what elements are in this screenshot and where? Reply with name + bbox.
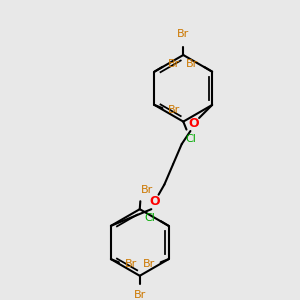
Text: Cl: Cl (144, 213, 155, 223)
Text: Br: Br (124, 259, 137, 269)
Text: Br: Br (141, 185, 153, 195)
Text: O: O (149, 196, 160, 208)
Text: Br: Br (186, 59, 199, 69)
Text: Br: Br (168, 59, 180, 69)
Text: Br: Br (168, 105, 180, 115)
Text: Br: Br (134, 290, 146, 300)
Text: Br: Br (177, 29, 189, 39)
Text: Br: Br (143, 259, 155, 269)
Text: Cl: Cl (186, 134, 197, 144)
Text: O: O (188, 117, 199, 130)
